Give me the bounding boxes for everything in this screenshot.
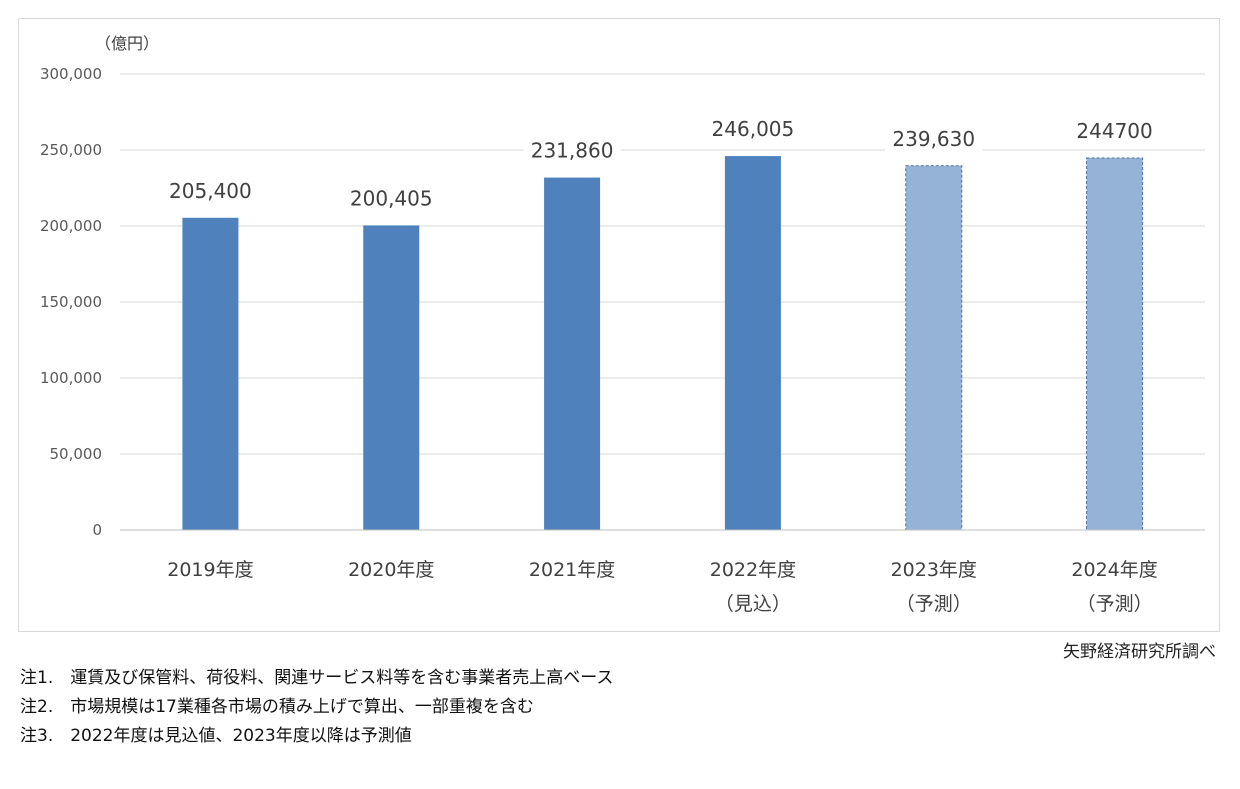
x-tick-label: 2020年度 (348, 559, 434, 581)
bar (182, 217, 239, 531)
y-tick-label: 250,000 (40, 141, 102, 159)
bar (544, 177, 601, 530)
note-3: 注3. 2022年度は見込値、2023年度以降は予測値 (20, 726, 412, 746)
data-label-bg (523, 137, 621, 164)
y-tick-label: 50,000 (50, 445, 103, 463)
bar (724, 156, 781, 531)
bar (363, 225, 420, 530)
data-label-bg (161, 177, 260, 204)
source-credit: 矢野経済研究所調べ (1063, 642, 1216, 662)
data-label: 200,405 (350, 186, 433, 210)
data-label-bg (342, 185, 440, 212)
data-label: 205,400 (169, 179, 252, 203)
bar (1086, 157, 1144, 531)
notes: 注1. 運賃及び保管料、荷役料、関連サービス料等を含む事業者売上高ベース 注2.… (20, 664, 613, 751)
x-tick-sublabel: （見込） (715, 593, 791, 615)
x-tick-sublabel: （予測） (896, 593, 972, 615)
x-tick-label: 2019年度 (167, 559, 253, 581)
data-label: 244700 (1076, 119, 1152, 143)
x-tick-label: 2022年度 (710, 559, 796, 581)
bar-chart: 0 50,000 100,000 150,000 200,000 250,000 300,0… (40, 34, 1205, 615)
chart-frame: 0 50,000 100,000 150,000 200,000 250,000 300,0… (18, 18, 1220, 632)
y-tick-label: 150,000 (40, 293, 102, 311)
y-tick-label: 100,000 (40, 369, 102, 387)
note-1: 注1. 運賃及び保管料、荷役料、関連サービス料等を含む事業者売上高ベース (20, 668, 614, 688)
data-label: 246,005 (712, 117, 795, 141)
y-tick-label: 300,000 (40, 65, 102, 83)
bar (905, 165, 963, 531)
y-unit-label: （億円） (95, 34, 159, 53)
y-tick-label: 200,000 (40, 217, 102, 235)
data-label-bg (704, 116, 802, 143)
x-tick-label: 2024年度 (1071, 559, 1157, 581)
data-label: 239,630 (892, 127, 975, 151)
data-label-bg (1072, 118, 1158, 145)
data-label-bg (885, 125, 983, 152)
data-label: 231,860 (531, 139, 614, 163)
x-tick-sublabel: （予測） (1077, 593, 1153, 615)
x-tick-label: 2023年度 (891, 559, 977, 581)
y-tick-label: 0 (92, 521, 102, 539)
note-2: 注2. 市場規模は17業種各市場の積み上げで算出、一部重複を含む (20, 697, 534, 717)
x-tick-label: 2021年度 (529, 559, 615, 581)
